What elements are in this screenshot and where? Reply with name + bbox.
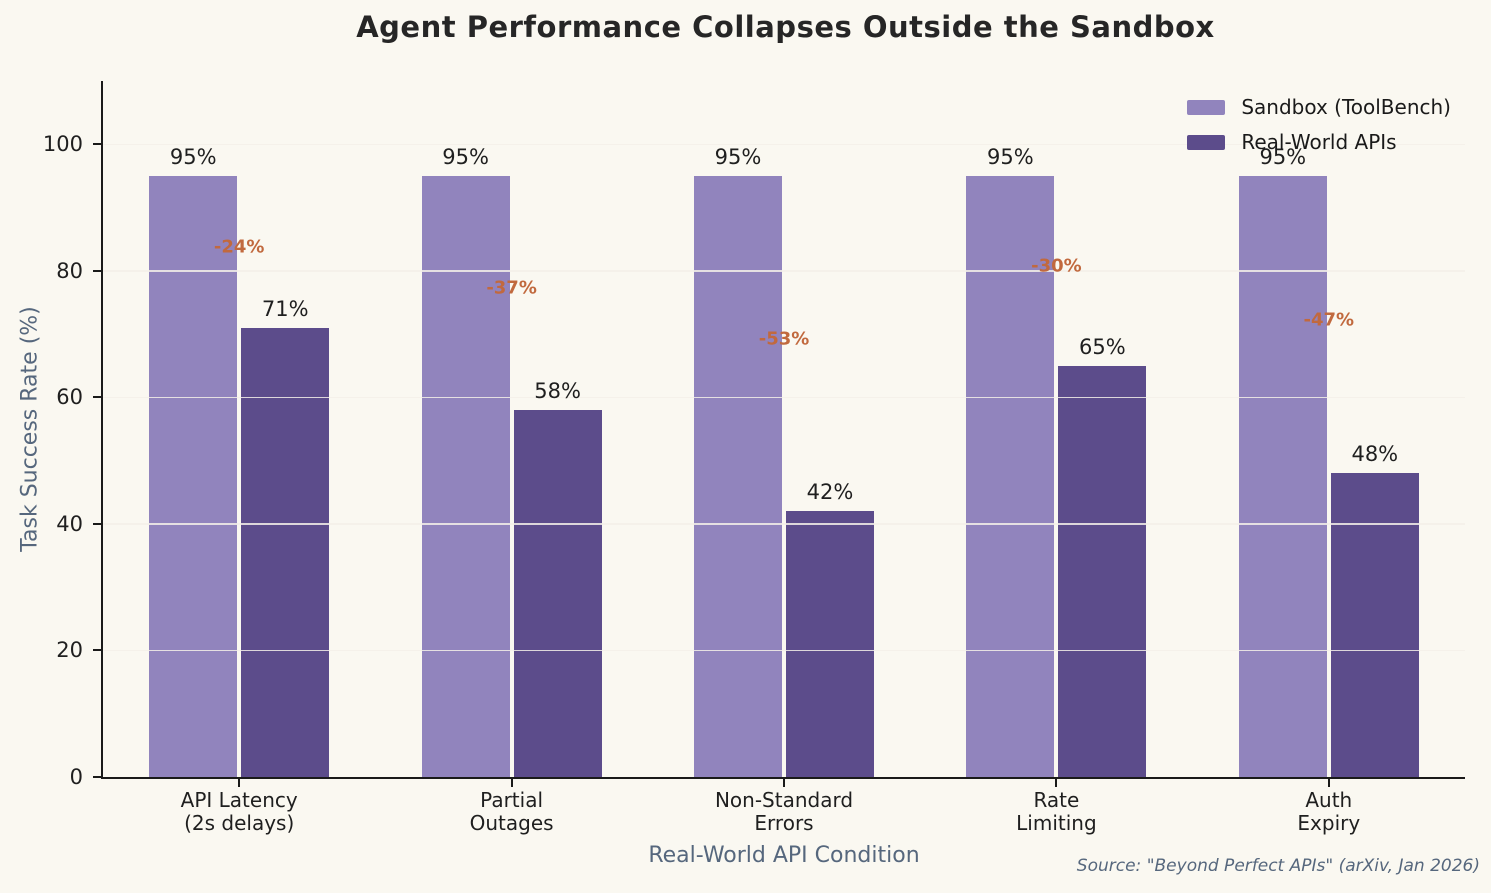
bar-value-label: 95% [442, 144, 489, 169]
gridline [103, 270, 1465, 272]
bar-sandbox [694, 175, 782, 777]
bar-value-label: 95% [169, 144, 217, 169]
x-tick-label-line: Auth [1305, 788, 1353, 812]
x-tick-label-line: Errors [754, 811, 814, 835]
bar-value-label: 95% [987, 144, 1034, 169]
y-tick-mark [93, 269, 101, 272]
gridline [103, 396, 1465, 399]
bar-sandbox [421, 175, 510, 777]
y-tick-label: 80 [56, 258, 83, 283]
y-tick-label: 60 [56, 385, 83, 410]
source-note: Source: "Beyond Perfect APIs" (arXiv, Ja… [1076, 856, 1480, 876]
y-tick-label: 0 [69, 765, 83, 789]
legend-entry: Real-World APIs [1187, 130, 1451, 154]
y-tick-mark [93, 776, 101, 778]
gridline [103, 649, 1465, 652]
bar-value-label: 65% [1079, 334, 1126, 359]
y-tick-mark [93, 396, 101, 399]
x-tick-label-line: Outages [469, 811, 554, 835]
x-tick-label: Rate Limiting [1016, 789, 1097, 835]
bar-real-world [1058, 365, 1147, 777]
chart-legend: Sandbox (ToolBench) Real-World APIs [1187, 95, 1451, 154]
bar-real-world [786, 511, 874, 777]
chart-title: Agent Performance Collapses Outside the … [356, 10, 1215, 44]
bar-real-world [513, 410, 602, 777]
y-tick-mark [93, 522, 101, 525]
delta-label: -24% [213, 236, 265, 258]
x-tick-label-line: Partial [480, 788, 544, 812]
legend-entry: Sandbox (ToolBench) [1187, 95, 1451, 119]
y-tick-label: 40 [56, 511, 83, 536]
bar-sandbox [966, 175, 1055, 777]
x-tick-label-line: Rate [1033, 788, 1080, 812]
x-tick-label: Partial Outages [470, 789, 554, 835]
x-axis-spine [101, 777, 1465, 779]
legend-label: Sandbox (ToolBench) [1241, 95, 1451, 119]
x-tick-mark [1055, 779, 1058, 787]
y-tick-label: 20 [56, 638, 83, 663]
bar-value-label: 48% [1351, 442, 1399, 467]
x-tick-mark [238, 779, 241, 787]
x-tick-mark [783, 779, 785, 787]
bar-value-label: 58% [534, 379, 581, 404]
x-tick-label: Non-Standard Errors [715, 789, 853, 835]
delta-label: -47% [1303, 309, 1355, 331]
bar-sandbox [1238, 175, 1327, 777]
x-tick-label-line: Non-Standard [714, 788, 854, 812]
bar-sandbox [149, 175, 238, 777]
y-tick-mark [93, 143, 101, 146]
plot-area: Sandbox (ToolBench) Real-World APIs 0 20 40… [43, 81, 1465, 835]
x-tick-label-line: API Latency [180, 788, 298, 812]
legend-label: Real-World APIs [1241, 130, 1397, 154]
y-tick-mark [93, 649, 101, 652]
x-tick-mark [1327, 779, 1330, 787]
bar-value-label: 42% [806, 480, 854, 505]
legend-swatch [1187, 134, 1226, 150]
bar-value-label: 95% [714, 144, 762, 169]
x-tick-label-line: (2s delays) [184, 811, 295, 835]
x-tick-label-line: Expiry [1297, 811, 1361, 835]
x-tick-label-line: Limiting [1016, 811, 1097, 835]
bar-real-world [1330, 473, 1419, 777]
delta-label: -53% [758, 328, 810, 350]
x-tick-label: Auth Expiry [1297, 789, 1360, 835]
y-tick-label: 100 [42, 132, 83, 157]
delta-label: -30% [1031, 255, 1082, 277]
y-axis-spine [101, 81, 103, 779]
bar-value-label: 95% [1259, 144, 1307, 169]
delta-label: -37% [486, 277, 537, 299]
gridline [103, 523, 1465, 525]
x-tick-mark [510, 779, 513, 787]
y-axis-title: Task Success Rate (%) [17, 306, 43, 552]
bar-value-label: 71% [261, 296, 309, 321]
x-axis-title: Real-World API Condition [648, 843, 920, 868]
x-tick-label: API Latency (2s delays) [181, 789, 298, 835]
bar-real-world [241, 327, 330, 777]
legend-swatch [1187, 99, 1226, 115]
gridline [103, 143, 1465, 146]
